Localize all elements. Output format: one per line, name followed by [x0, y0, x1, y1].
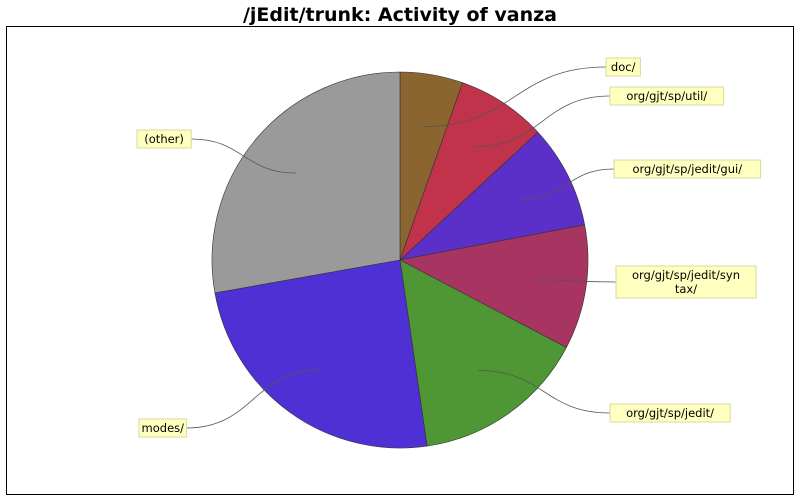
slice-label-box	[609, 86, 725, 106]
slice-label-box	[605, 57, 641, 77]
pie-slice-6	[214, 259, 428, 449]
slice-label-2: org/gjt/sp/util/	[609, 86, 725, 106]
slice-label-box	[138, 418, 188, 438]
leader-line-4	[533, 279, 617, 283]
leader-line-6	[186, 369, 321, 429]
slice-label-text: modes/	[142, 421, 185, 435]
slice-label-5: org/gjt/sp/jedit/	[609, 403, 731, 423]
chart-title: /jEdit/trunk: Activity of vanza	[242, 4, 557, 26]
slice-label-box	[609, 403, 731, 423]
slice-label-text: org/gjt/sp/jedit/syn	[632, 268, 740, 282]
leader-line-2	[474, 95, 611, 148]
slice-labels: doc/org/gjt/sp/util/org/gjt/sp/jedit/gui…	[136, 57, 762, 438]
leader-line-3	[520, 168, 615, 200]
slice-label-text: org/gjt/sp/jedit/	[626, 406, 714, 420]
slice-label-6: modes/	[138, 418, 188, 438]
slice-label-box	[136, 129, 192, 149]
leader-line-7	[191, 138, 297, 174]
slice-label-text: (other)	[144, 132, 184, 146]
pie-slice-3	[399, 131, 586, 261]
slice-label-text: org/gjt/sp/util/	[626, 89, 707, 103]
slice-label-7: (other)	[136, 129, 192, 149]
slice-label-text: tax/	[675, 282, 697, 296]
slice-label-box	[615, 265, 757, 299]
slice-label-text: doc/	[611, 60, 636, 74]
slice-label-3: org/gjt/sp/jedit/gui/	[613, 159, 762, 179]
slice-label-box	[613, 159, 762, 179]
pie-slice-4	[399, 224, 589, 348]
leader-line-1	[422, 66, 607, 127]
pie-slice-7	[211, 71, 401, 294]
slice-label-text: org/gjt/sp/jedit/gui/	[633, 162, 743, 176]
slice-label-1: doc/	[605, 57, 641, 77]
pie-slices	[211, 71, 589, 449]
pie-slice-5	[399, 259, 567, 447]
leader-line-5	[478, 370, 611, 414]
label-leader-lines	[186, 66, 617, 429]
